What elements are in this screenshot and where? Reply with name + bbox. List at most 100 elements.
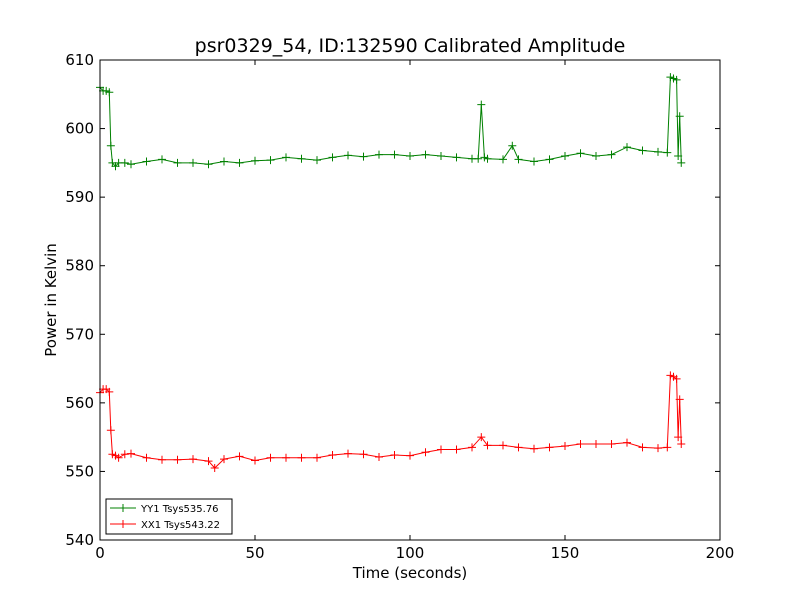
- x-tick-label: 150: [551, 544, 580, 562]
- y-tick-label: 580: [65, 257, 94, 275]
- data-point: [359, 152, 368, 161]
- data-point: [672, 374, 681, 383]
- data-point: [576, 440, 585, 448]
- data-point: [576, 149, 585, 158]
- data-point: [607, 150, 616, 159]
- data-point: [220, 157, 228, 166]
- data-point: [654, 147, 662, 156]
- data-point: [328, 153, 337, 162]
- data-point: [545, 155, 554, 164]
- data-point: [483, 154, 492, 163]
- data-point: [235, 158, 244, 167]
- legend-label-xx1: XX1 Tsys543.22: [141, 520, 220, 531]
- data-point: [390, 450, 399, 459]
- data-point: [674, 152, 683, 160]
- data-point: [672, 75, 681, 84]
- data-point: [421, 448, 430, 457]
- data-point: [561, 442, 569, 451]
- data-point: [530, 157, 538, 166]
- x-tick-label: 200: [706, 544, 735, 562]
- data-point: [266, 156, 275, 165]
- data-point: [437, 152, 445, 160]
- data-point: [127, 160, 135, 169]
- ticks-layer: 0 50 100 150 200 540 550 560 570 580 590 600 610: [65, 51, 734, 562]
- data-point: [266, 453, 275, 462]
- data-point: [120, 450, 129, 459]
- y-tick-label: 540: [65, 531, 94, 549]
- data-point: [375, 150, 383, 159]
- data-point: [607, 440, 616, 448]
- data-point: [282, 453, 290, 462]
- data-point: [189, 158, 197, 167]
- y-tick-label: 550: [65, 462, 94, 480]
- data-point: [142, 157, 151, 166]
- x-axis-label: Time (seconds): [352, 564, 468, 582]
- data-point: [421, 150, 430, 159]
- legend-box: [105, 498, 233, 535]
- data-point: [313, 156, 321, 165]
- data-point: [677, 158, 686, 167]
- legend: YY1 Tsys535.76 XX1 Tsys543.22: [105, 498, 233, 535]
- data-point: [210, 464, 219, 472]
- y-tick-label: 590: [65, 188, 94, 206]
- data-point: [173, 158, 182, 167]
- data-point: [297, 154, 306, 163]
- data-point: [173, 455, 182, 464]
- data-point: [375, 453, 383, 462]
- data-point: [663, 148, 672, 157]
- data-point: [452, 153, 461, 162]
- series-layer: [96, 73, 686, 472]
- data-point: [344, 151, 352, 160]
- data-point: [313, 453, 321, 462]
- data-point: [654, 444, 662, 453]
- data-point: [142, 453, 151, 462]
- data-point: [530, 444, 538, 453]
- legend-marker-xx1: [119, 520, 127, 528]
- y-tick-label: 560: [65, 394, 94, 412]
- series-0: [96, 73, 686, 171]
- data-point: [189, 455, 197, 464]
- data-point: [477, 433, 486, 442]
- data-point: [328, 450, 337, 459]
- data-point: [468, 443, 476, 452]
- data-point: [452, 445, 461, 454]
- chart-title: psr0329_54, ID:132590 Calibrated Amplitu…: [195, 35, 626, 57]
- data-point: [282, 153, 290, 162]
- data-point: [499, 441, 507, 450]
- data-point: [638, 443, 647, 452]
- legend-marker-yy1: [119, 504, 127, 512]
- data-point: [561, 152, 569, 160]
- data-point: [235, 452, 244, 461]
- x-tick-label: 50: [245, 544, 264, 562]
- data-point: [251, 456, 259, 465]
- data-point: [297, 453, 306, 462]
- data-point: [514, 443, 523, 452]
- data-point: [344, 449, 352, 458]
- data-point: [483, 441, 492, 450]
- data-point: [127, 449, 135, 458]
- data-point: [663, 443, 672, 452]
- legend-label-yy1: YY1 Tsys535.76: [140, 504, 219, 515]
- data-point: [638, 146, 647, 155]
- y-tick-label: 610: [65, 51, 94, 69]
- data-point: [158, 155, 166, 164]
- data-point: [204, 160, 213, 169]
- data-point: [592, 440, 600, 448]
- data-point: [105, 387, 114, 396]
- data-point: [120, 158, 129, 167]
- data-point: [406, 451, 414, 460]
- data-point: [204, 457, 213, 466]
- data-point: [251, 156, 259, 165]
- data-point: [499, 155, 507, 164]
- data-point: [545, 443, 554, 452]
- series-1: [96, 371, 686, 472]
- data-point: [359, 450, 368, 459]
- data-point: [508, 141, 517, 150]
- data-point: [623, 438, 631, 447]
- data-point: [158, 455, 166, 464]
- data-point: [220, 455, 228, 464]
- data-point: [106, 141, 115, 150]
- x-tick-label: 0: [95, 544, 105, 562]
- y-tick-label: 570: [65, 325, 94, 343]
